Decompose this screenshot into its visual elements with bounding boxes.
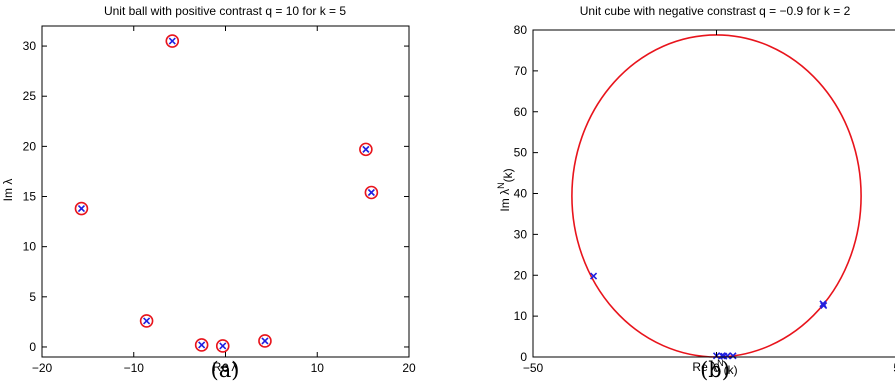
y-tick-label: 0 (520, 350, 527, 364)
x-tick-label: −10 (124, 361, 145, 375)
x-marker-stroke (589, 272, 598, 280)
y-tick-label: 10 (23, 240, 37, 254)
chart-b-marks (571, 34, 862, 360)
chart-a-title: Unit ball with positive contrast q = 10 … (104, 4, 346, 18)
x-marker-stroke (729, 352, 737, 360)
x-marker-stroke (820, 301, 828, 310)
data-point-x (261, 337, 269, 345)
x-marker-stroke (720, 352, 728, 360)
x-marker-stroke (219, 342, 227, 350)
data-point-circle (215, 339, 230, 353)
chart-b-ylabel: Im λN(k) (496, 168, 515, 211)
data-point-x (219, 342, 227, 350)
chart-b-ticks: −5005001020304050607080 (514, 23, 895, 375)
x-tick-label: 0 (222, 361, 229, 375)
x-tick-label: 50 (893, 361, 895, 375)
x-tick-label: 20 (402, 361, 416, 375)
chart-b-ylabel-sup: N (496, 182, 506, 189)
chart-b-xlabel-sup: N (717, 358, 724, 368)
x-marker-stroke (198, 341, 206, 349)
chart-b-xlabel-base: Re λ (692, 360, 717, 374)
y-tick-label: 40 (514, 187, 528, 201)
x-marker-stroke (168, 37, 176, 45)
y-tick-label: 20 (514, 268, 528, 282)
y-tick-label: 30 (23, 39, 37, 53)
data-point-circle (139, 314, 154, 328)
x-tick-label: −20 (32, 361, 53, 375)
y-tick-label: 10 (514, 309, 528, 323)
x-marker-stroke (261, 337, 269, 345)
x-marker-stroke (143, 317, 151, 325)
chart-panel-a: Unit ball with positive contrast q = 10 … (1, 4, 416, 382)
chart-b-ylabel-base: Im λ (498, 189, 512, 212)
x-marker-stroke (367, 188, 375, 197)
circle-curve (571, 34, 862, 358)
x-marker-stroke (718, 352, 726, 360)
y-tick-label: 80 (514, 23, 528, 37)
chart-a-ylabel: Im λ (1, 179, 15, 202)
data-point-x (729, 352, 737, 360)
y-tick-label: 0 (29, 340, 36, 354)
data-point-x (820, 301, 828, 310)
chart-b-axes-frame (532, 29, 895, 358)
x-marker-stroke (362, 145, 370, 153)
y-tick-label: 25 (23, 89, 37, 103)
data-point-x (143, 317, 151, 325)
chart-a-xlabel: Re λ (213, 360, 238, 374)
chart-a-axes-frame (41, 25, 410, 358)
data-point-circle (165, 34, 180, 48)
chart-b-xlabel: Re λN(k) (692, 358, 737, 377)
chart-a-caption: (a) (211, 358, 240, 382)
chart-b-caption: (b) (700, 358, 730, 382)
y-tick-label: 60 (514, 105, 528, 119)
y-tick-label: 30 (514, 227, 528, 241)
data-point-x (367, 188, 375, 197)
y-tick-label: 5 (29, 290, 36, 304)
data-point-circle (258, 334, 272, 348)
y-tick-label: 15 (23, 190, 37, 204)
data-point-x (168, 37, 176, 45)
data-point-x (720, 352, 728, 360)
data-point-circle (74, 201, 89, 216)
chart-panel-b: Unit cube with negative constrast q = −0… (496, 4, 895, 382)
data-point-x (718, 352, 726, 360)
y-tick-label: 50 (514, 146, 528, 160)
x-tick-label: 10 (311, 361, 325, 375)
y-tick-label: 20 (23, 139, 37, 153)
data-point-x (362, 145, 370, 153)
data-point-x (198, 341, 206, 349)
data-point-circle (359, 142, 373, 157)
x-tick-label: −50 (523, 361, 544, 375)
x-tick-label: 0 (713, 361, 720, 375)
y-tick-label: 70 (514, 64, 528, 78)
x-marker-stroke (77, 204, 86, 213)
chart-b-title: Unit cube with negative constrast q = −0… (580, 4, 851, 18)
chart-b-ylabel-sub: (k) (501, 168, 515, 182)
data-point-circle (364, 185, 379, 200)
chart-b-xlabel-sub: (k) (724, 363, 738, 377)
data-point-circle (194, 338, 209, 352)
chart-a-ticks: −20 −10 0 10 20 0 5 10 15 20 25 30 (23, 26, 416, 375)
chart-a-marks (74, 34, 379, 353)
data-point-x (589, 272, 598, 280)
data-point-x (77, 204, 86, 213)
